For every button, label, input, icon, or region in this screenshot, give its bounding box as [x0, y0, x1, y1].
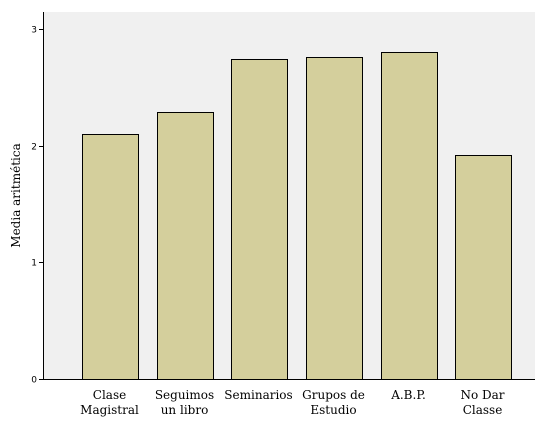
- x-category-label: Seguimos un libro: [155, 388, 214, 417]
- x-category-label: Clase Magistral: [80, 388, 139, 417]
- x-category-label: A.B.P.: [390, 388, 426, 402]
- y-tick-label: 0: [31, 376, 37, 386]
- x-labels-group: Clase Magistral Seguimos un libro Seminarios…: [80, 388, 505, 417]
- bar: [157, 112, 214, 380]
- bar: [455, 155, 512, 380]
- bar: [82, 134, 139, 380]
- y-ticks-group: 0 1 2 3: [31, 26, 43, 386]
- x-category-label: No Dar Classe: [460, 388, 504, 417]
- bar: [306, 57, 363, 380]
- bars-group: [82, 52, 512, 380]
- y-tick-label: 1: [31, 259, 37, 269]
- bar: [231, 59, 288, 380]
- x-category-label: Grupos de Estudio: [302, 388, 365, 417]
- x-category-label: Seminarios: [224, 388, 292, 402]
- y-tick-label: 2: [31, 143, 37, 153]
- y-axis-label: Media aritmética: [9, 143, 23, 247]
- y-tick-label: 3: [31, 26, 37, 36]
- bar: [381, 52, 438, 380]
